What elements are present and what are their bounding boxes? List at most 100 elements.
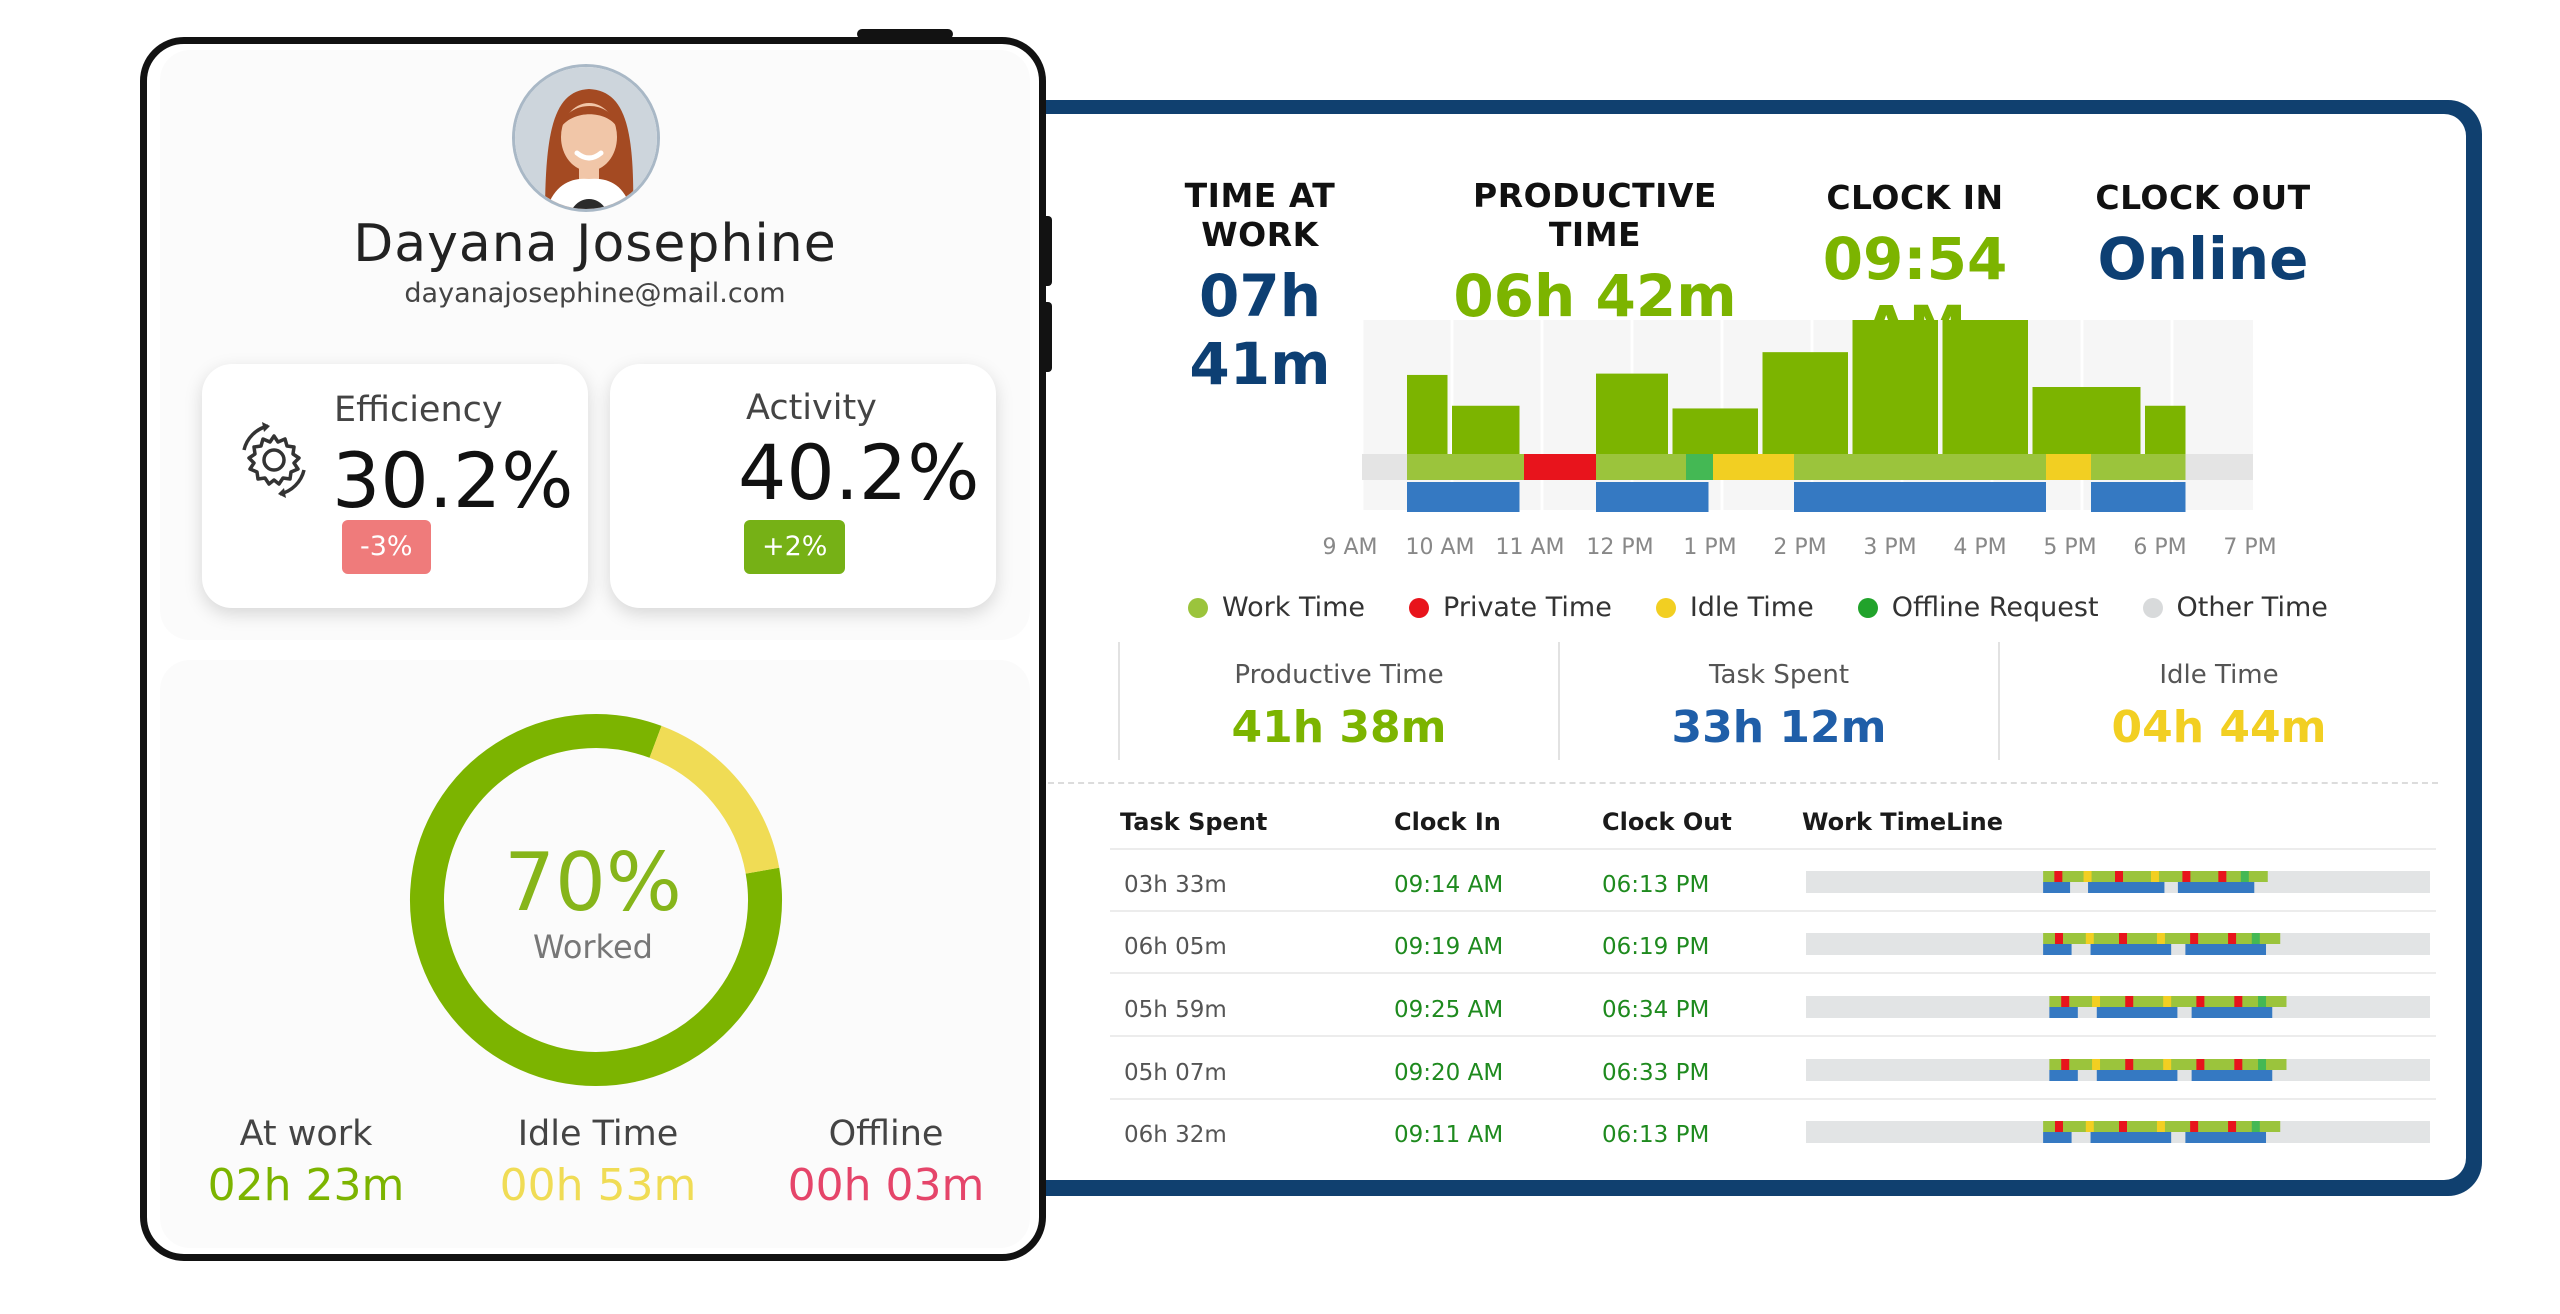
table-header-clock-out[interactable]: Clock Out — [1602, 808, 1732, 836]
chart-status-segment — [2091, 454, 2186, 480]
timeline-task — [2191, 1007, 2273, 1018]
timeline-bar-chart: 9 AM 10 AM 11 AM 12 PM 1 PM 2 PM 3 PM 4 PM 5 PM 6… — [1322, 320, 2277, 560]
timeline-mark — [2156, 933, 2165, 944]
timeline-mark — [2234, 996, 2243, 1007]
avatar[interactable] — [512, 64, 660, 212]
stat-time-at-work: TIME AT WORK 07h 41m — [1120, 176, 1400, 398]
legend-label: Other Time — [2176, 592, 2328, 623]
footer-value: 00h 53m — [499, 1160, 697, 1211]
stat-label: CLOCK IN — [1826, 178, 2004, 217]
legend-label: Offline Request — [1891, 592, 2099, 623]
row-clock-out: 06:33 PM — [1602, 1060, 1710, 1086]
timeline-mark — [2163, 996, 2172, 1007]
activity-card[interactable]: Activity 40.2% +2% — [610, 364, 996, 608]
timeline-task — [2096, 1007, 2178, 1018]
stat-label: PRODUCTIVE TIME — [1473, 176, 1717, 254]
timeline-task — [2043, 1132, 2072, 1143]
summary-label: Task Spent — [1708, 660, 1850, 690]
timeline-mark — [2083, 871, 2092, 882]
row-clock-out: 06:19 PM — [1602, 934, 1710, 960]
footer-offline: Offline 00h 03m — [756, 1114, 1016, 1211]
divider — [1998, 642, 2000, 760]
row-clock-out: 06:34 PM — [1602, 997, 1710, 1023]
efficiency-card[interactable]: Efficiency 30.2% -3% — [202, 364, 588, 608]
chart-tick-label: 4 PM — [1953, 535, 2006, 560]
summary-value: 41h 38m — [1231, 702, 1447, 753]
table-header-task-spent[interactable]: Task Spent — [1120, 808, 1268, 836]
timeline-mark — [2218, 871, 2227, 882]
chart-bar — [1762, 352, 1848, 454]
row-clock-in: 09:19 AM — [1394, 934, 1504, 960]
chart-tick-label: 6 PM — [2133, 535, 2186, 560]
footer-at-work: At work 02h 23m — [176, 1114, 436, 1211]
legend-item-idle-time: Idle Time — [1655, 592, 1814, 623]
row-clock-in: 09:20 AM — [1394, 1060, 1504, 1086]
activity-change-badge: +2% — [744, 520, 846, 574]
chart-tick-label: 3 PM — [1863, 535, 1916, 560]
efficiency-change-badge: -3% — [342, 520, 431, 574]
user-name: Dayana Josephine — [353, 214, 837, 274]
legend-item-offline-request: Offline Request — [1857, 592, 2099, 623]
chart-tick-label: 12 PM — [1586, 535, 1653, 560]
legend-dot — [1857, 597, 1878, 618]
timeline-mark — [2228, 1121, 2237, 1132]
timeline-mark — [2228, 933, 2237, 944]
timeline-mark — [2115, 871, 2124, 882]
divider — [1048, 782, 2438, 784]
legend-item-work-time: Work Time — [1188, 592, 1365, 623]
table-divider — [1110, 848, 2436, 850]
stat-productive-time: PRODUCTIVE TIME 06h 42m — [1430, 176, 1760, 330]
worked-panel — [160, 660, 1030, 1248]
footer-value: 02h 23m — [207, 1160, 405, 1211]
chart-status-segment — [1713, 454, 1794, 480]
activity-label: Activity — [746, 388, 877, 428]
legend-item-other-time: Other Time — [2142, 592, 2328, 623]
divider — [1558, 642, 1560, 760]
timeline-task — [2185, 1132, 2267, 1143]
timeline-mark — [2190, 933, 2199, 944]
phone-button — [1042, 216, 1052, 286]
chart-tick-label: 1 PM — [1683, 535, 1736, 560]
chart-task-segment — [2091, 482, 2186, 512]
summary-value: 33h 12m — [1671, 702, 1887, 753]
chart-bar — [1407, 374, 1448, 454]
summary-value: 04h 44m — [2111, 702, 2327, 753]
chart-bar — [1942, 320, 2028, 454]
phone-button — [1042, 302, 1052, 372]
table-divider — [1110, 1098, 2436, 1100]
table-divider — [1110, 972, 2436, 974]
chart-status-segment — [1686, 454, 1713, 480]
row-clock-in: 09:14 AM — [1394, 872, 1504, 898]
phone-speaker — [857, 29, 953, 39]
table-header-work-timeline[interactable]: Work TimeLine — [1802, 808, 2004, 836]
timeline-mark — [2054, 871, 2063, 882]
stat-label: TIME AT WORK — [1184, 176, 1336, 254]
summary-productive-time: Productive Time 41h 38m — [1120, 660, 1558, 770]
footer-idle-time: Idle Time 00h 53m — [468, 1114, 728, 1211]
footer-label: Offline — [828, 1114, 944, 1154]
chart-status-segment — [1524, 454, 1596, 480]
worked-donut-chart — [410, 714, 782, 1086]
timeline-mark — [2182, 871, 2191, 882]
row-task-spent: 06h 05m — [1124, 934, 1227, 960]
divider — [1118, 642, 1120, 760]
chart-status-segment — [1596, 454, 1686, 480]
timeline-task — [2043, 882, 2071, 893]
timeline-mark — [2163, 1059, 2172, 1070]
legend-label: Private Time — [1443, 592, 1612, 623]
timeline-mark — [2125, 996, 2134, 1007]
timeline-mark — [2196, 1059, 2205, 1070]
worked-label: Worked — [533, 928, 653, 966]
timeline-mark — [2061, 1059, 2070, 1070]
stat-label: CLOCK OUT — [2095, 178, 2311, 217]
chart-bar — [1452, 405, 1520, 454]
timeline-mark — [2196, 996, 2205, 1007]
timeline-mark — [2251, 1121, 2260, 1132]
footer-label: Idle Time — [517, 1114, 679, 1154]
timeline-mark — [2240, 871, 2249, 882]
table-divider — [1110, 1035, 2436, 1037]
timeline-mark — [2085, 1121, 2094, 1132]
table-header-clock-in[interactable]: Clock In — [1394, 808, 1501, 836]
timeline-mark — [2150, 871, 2159, 882]
